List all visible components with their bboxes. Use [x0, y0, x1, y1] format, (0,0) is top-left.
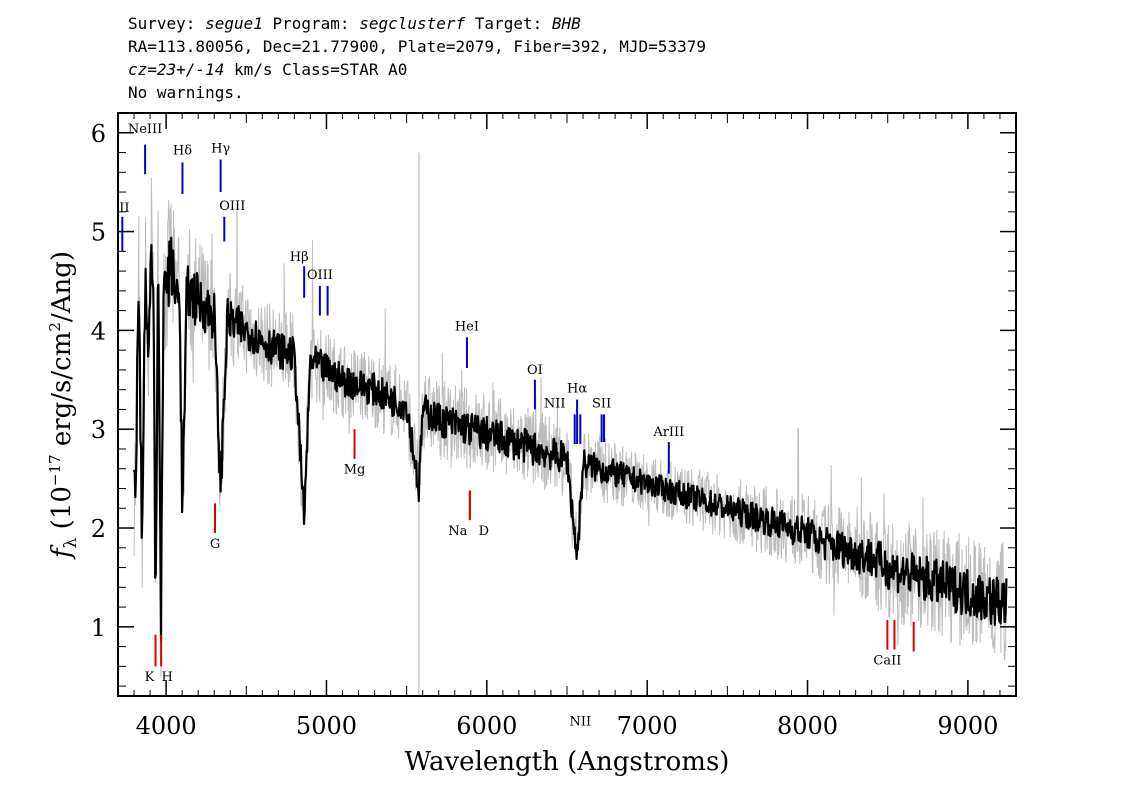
x-tick-label: 5000	[296, 712, 357, 740]
y-tick-label: 3	[91, 416, 106, 444]
emission-line-label: Hγ	[211, 142, 230, 157]
absorption-line-label: CaII	[873, 653, 901, 668]
absorption-line-label: Na	[448, 524, 467, 539]
noise-spectrum-series	[133, 177, 1007, 678]
y-tick-label: 2	[91, 515, 106, 543]
absorption-line-label: H	[161, 670, 172, 685]
y-tick-label: 6	[91, 120, 106, 148]
emission-line-label: OI	[527, 363, 543, 378]
absorption-line-label: K	[145, 670, 155, 685]
x-tick-label: 8000	[777, 712, 838, 740]
emission-line-label: HeI	[455, 319, 479, 334]
y-axis-title-text: fλ (10−17 erg/s/cm2/Ang)	[46, 251, 81, 560]
x-tick-label: 7000	[617, 712, 678, 740]
program-label: Program:	[262, 14, 360, 33]
absorption-line-label: G	[210, 537, 220, 552]
header-line-coordinates: RA=113.80056, Dec=21.77900, Plate=2079, …	[128, 37, 706, 56]
x-tick-label: 4000	[136, 712, 197, 740]
emission-line-label: Hδ	[173, 144, 192, 159]
x-axis-label: Wavelength (Angstroms)	[405, 747, 730, 777]
absorption-line-label: D	[479, 524, 489, 539]
survey-value: segue1	[205, 14, 263, 33]
header-line-survey: Survey: segue1 Program: segclusterf Targ…	[128, 12, 706, 35]
emission-line-label: OIII	[219, 199, 245, 214]
plot-area	[132, 152, 1008, 696]
program-value: segclusterf	[359, 14, 466, 33]
emission-line-label: NII	[544, 396, 566, 411]
y-tick-label: 5	[91, 219, 106, 247]
x-tick-label: 6000	[456, 712, 517, 740]
emission-line-label: NII	[569, 715, 591, 730]
spectrum-header: Survey: segue1 Program: segclusterf Targ…	[128, 12, 706, 104]
emission-line-label: NeIII	[128, 122, 162, 137]
ticks-layer: 4000 5000 6000 7000 8000 9000 1 2 3 4 5 6	[91, 113, 1016, 740]
emission-line-label: SII	[592, 396, 611, 411]
emission-line-label: II	[119, 201, 129, 216]
survey-label: Survey:	[128, 14, 206, 33]
emission-line-label: ArIII	[652, 425, 684, 440]
plot-layer	[132, 152, 1008, 696]
y-tick-label: 1	[91, 614, 106, 642]
x-tick-label: 9000	[937, 712, 998, 740]
y-axis-label: fλ (10−17 erg/s/cm2/Ang)	[46, 251, 81, 560]
target-value: BHB	[551, 14, 581, 33]
redshift-value: cz=23+/-14	[128, 60, 225, 79]
emission-line-label: Hα	[567, 382, 587, 397]
header-line-redshift: cz=23+/-14 km/s Class=STAR A0	[128, 58, 706, 81]
absorption-line-label: Mg	[344, 463, 366, 478]
emission-line-label: Hβ	[290, 250, 309, 265]
flux-series	[132, 236, 1008, 642]
emission-line-label: OIII	[307, 268, 333, 283]
header-line-warnings: No warnings.	[128, 83, 244, 102]
y-tick-label: 4	[91, 317, 106, 345]
class-value: km/s Class=STAR A0	[224, 60, 408, 79]
target-label: Target:	[465, 14, 552, 33]
